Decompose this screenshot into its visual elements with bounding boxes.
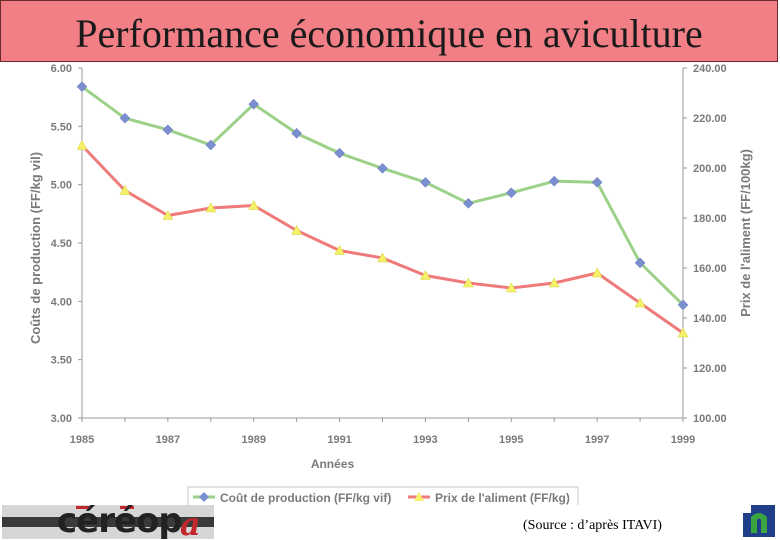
left-tick-label: 6.00 — [51, 63, 72, 75]
series-2-point — [677, 327, 689, 338]
right-tick-label: 180.00 — [693, 213, 727, 225]
x-tick-label: 1991 — [327, 434, 351, 446]
left-tick-label: 3.00 — [51, 413, 72, 425]
series-2-point — [76, 139, 88, 150]
legend-swatch-marker-2 — [414, 492, 424, 501]
left-tick-label: 5.50 — [51, 121, 72, 133]
left-tick-label: 5.00 — [51, 180, 72, 192]
left-tick-label: 3.50 — [51, 355, 72, 367]
legend-box — [187, 486, 579, 505]
series-1-point — [505, 187, 517, 199]
left-tick-label: 4.00 — [51, 296, 72, 308]
series-2-point — [119, 184, 131, 195]
series-2-point — [334, 244, 345, 255]
right-tick-label: 200.00 — [693, 163, 727, 175]
right-tick-label: 160.00 — [693, 263, 727, 275]
x-tick-label: 1985 — [70, 434, 94, 446]
series-1-point — [162, 124, 174, 136]
series-2-point — [591, 267, 603, 278]
title-banner: Performance économique en aviculture — [0, 0, 778, 62]
right-tick-label: 120.00 — [693, 363, 727, 375]
dual-axis-line-chart: 3.00 3.50 4.00 4.50 5.00 5.50 6.00 100.00 120.00… — [28, 63, 753, 505]
right-tick-label: 100.00 — [693, 413, 727, 425]
legend-label-2: Prix de l'aliment (FF/kg) — [435, 491, 570, 505]
series-2-point — [505, 282, 517, 293]
x-tick-label: 1999 — [671, 434, 695, 446]
source-note: (Source : d’après ITAVI) — [523, 518, 662, 533]
series-2-point — [420, 269, 431, 280]
x-axis-title: Années — [311, 457, 355, 471]
series-line-1 — [81, 85, 685, 306]
series-1-point — [248, 98, 260, 110]
series-2-point — [291, 224, 303, 235]
series-2-point — [162, 209, 174, 220]
series-2-point — [462, 277, 474, 288]
right-tick-label: 140.00 — [693, 313, 727, 325]
series-1-point — [76, 81, 88, 93]
series-2-point — [248, 199, 260, 210]
series-2-point — [377, 252, 388, 263]
right-axis-title: Prix de l'aliment (FF/100kg) — [738, 149, 753, 317]
series-1-point — [119, 112, 131, 124]
series-1-point — [634, 257, 646, 269]
x-tick-label: 1995 — [499, 434, 523, 446]
x-tick-label: 1997 — [585, 434, 609, 446]
itavi-logo-icon — [743, 505, 775, 537]
x-tick-label: 1993 — [413, 434, 437, 446]
series-1-point — [677, 299, 689, 311]
left-tick-label: 4.50 — [51, 238, 72, 250]
series-1-point — [205, 139, 217, 151]
series-1-point — [420, 176, 431, 188]
x-tick-label: 1987 — [156, 434, 180, 446]
series-2-point — [205, 202, 217, 213]
series-1-point — [334, 147, 345, 159]
cereopa-logo: céréop a — [2, 505, 214, 539]
series-2-point — [548, 277, 560, 288]
series-1-point — [291, 127, 302, 139]
x-tick-label: 1989 — [241, 434, 265, 446]
right-tick-label: 220.00 — [693, 113, 727, 125]
slide-title: Performance économique en aviculture — [75, 11, 703, 56]
legend-swatch-marker-1 — [199, 492, 209, 502]
series-1-point — [591, 176, 603, 188]
series-1-point — [377, 162, 388, 174]
legend-label-1: Coût de production (FF/kg vif) — [220, 491, 391, 505]
series-1-point — [463, 197, 474, 209]
cereopa-wordmark: céréop — [57, 505, 183, 539]
series-1-point — [548, 175, 560, 187]
series-2-point — [634, 297, 646, 308]
right-tick-label: 240.00 — [693, 63, 727, 75]
left-axis-title: Coûts de production (FF/kg vil) — [28, 152, 43, 344]
